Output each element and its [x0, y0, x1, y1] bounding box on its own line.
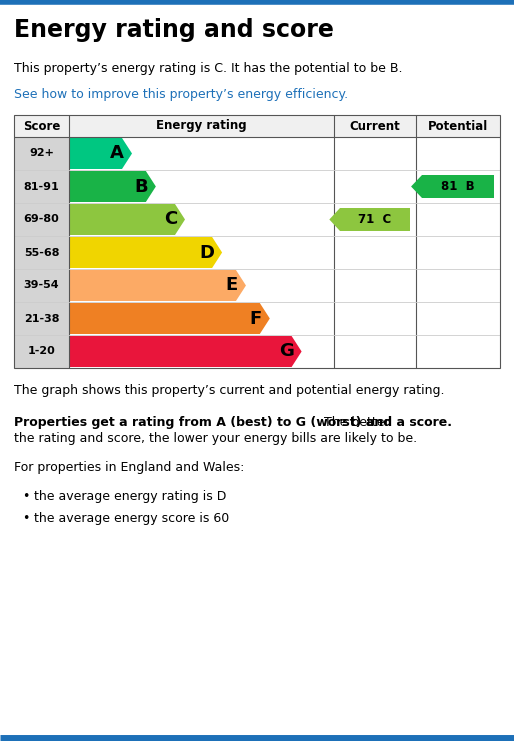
Text: This property’s energy rating is C. It has the potential to be B.: This property’s energy rating is C. It h…: [14, 62, 402, 75]
Bar: [14, 115, 500, 368]
Text: For properties in England and Wales:: For properties in England and Wales:: [14, 461, 244, 473]
Text: A: A: [110, 144, 124, 162]
Text: D: D: [199, 244, 214, 262]
Polygon shape: [69, 204, 185, 235]
Text: 69-80: 69-80: [24, 214, 60, 225]
Text: The graph shows this property’s current and potential energy rating.: The graph shows this property’s current …: [14, 384, 445, 397]
Text: the rating and score, the lower your energy bills are likely to be.: the rating and score, the lower your ene…: [14, 432, 417, 445]
Text: the average energy rating is D: the average energy rating is D: [34, 490, 226, 502]
Text: •: •: [22, 512, 29, 525]
Bar: [14, 302, 69, 335]
Text: Properties get a rating from A (best) to G (worst) and a score.: Properties get a rating from A (best) to…: [14, 416, 452, 429]
Bar: [14, 137, 69, 170]
Text: •: •: [22, 490, 29, 502]
Text: 1-20: 1-20: [28, 347, 56, 356]
Text: 71  C: 71 C: [358, 213, 392, 226]
Bar: [14, 170, 69, 203]
Text: 81-91: 81-91: [24, 182, 60, 191]
Text: Energy rating: Energy rating: [156, 119, 247, 133]
Text: 21-38: 21-38: [24, 313, 59, 324]
Text: 81  B: 81 B: [441, 180, 475, 193]
Text: Potential: Potential: [428, 119, 488, 133]
Text: G: G: [279, 342, 293, 361]
Text: 55-68: 55-68: [24, 247, 59, 258]
Polygon shape: [69, 138, 132, 169]
Text: B: B: [134, 178, 148, 196]
Bar: [14, 269, 69, 302]
Polygon shape: [69, 303, 270, 334]
Text: See how to improve this property’s energy efficiency.: See how to improve this property’s energ…: [14, 88, 348, 101]
Text: the average energy score is 60: the average energy score is 60: [34, 512, 229, 525]
Bar: [14, 335, 69, 368]
Text: 39-54: 39-54: [24, 281, 59, 290]
Text: Score: Score: [23, 119, 60, 133]
Text: 92+: 92+: [29, 148, 54, 159]
Bar: [14, 115, 500, 137]
Bar: [14, 236, 69, 269]
Polygon shape: [411, 175, 494, 198]
Polygon shape: [69, 336, 302, 367]
Text: E: E: [226, 276, 238, 294]
Text: F: F: [250, 310, 262, 328]
Polygon shape: [69, 270, 246, 301]
Polygon shape: [329, 208, 410, 231]
Text: The better: The better: [320, 416, 390, 429]
Text: Current: Current: [350, 119, 400, 133]
Text: Energy rating and score: Energy rating and score: [14, 18, 334, 42]
Polygon shape: [69, 237, 222, 268]
Bar: [14, 203, 69, 236]
Polygon shape: [69, 171, 156, 202]
Text: C: C: [164, 210, 177, 228]
